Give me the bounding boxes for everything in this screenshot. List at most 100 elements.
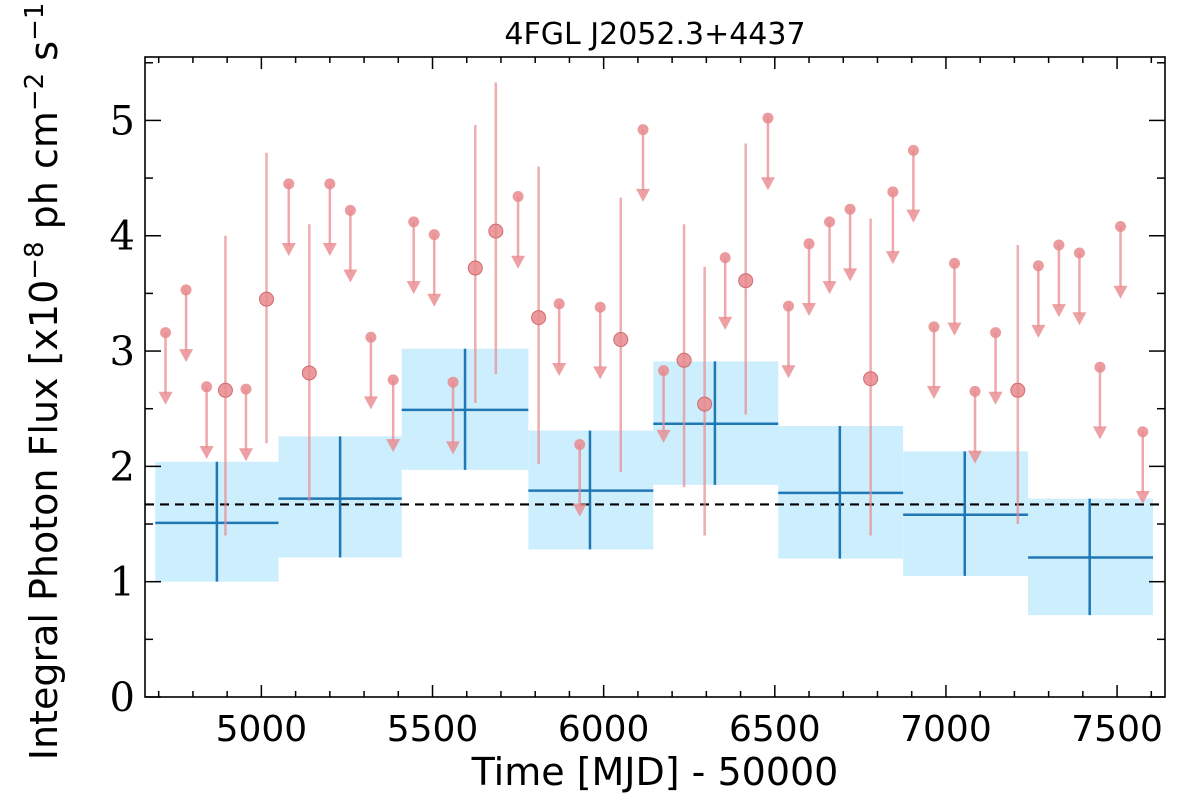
short-bin-points [158, 82, 1150, 536]
upper-limit-arrowhead [427, 293, 442, 307]
upper-limit-point [887, 186, 899, 198]
upper-limit-point [428, 229, 440, 241]
y-label-exp3: −1 [20, 3, 50, 41]
upper-limit-point [1115, 221, 1127, 233]
upper-limit-arrowhead [988, 391, 1003, 405]
upper-limit-arrowhead [656, 429, 671, 443]
upper-limit-arrowhead [1113, 285, 1128, 299]
y-tick-label: 4 [110, 214, 135, 260]
detection-point [467, 260, 483, 276]
upper-limit-point [990, 327, 1002, 339]
detection-point [531, 310, 547, 326]
upper-limit-arrowhead [386, 439, 401, 453]
upper-limit-point [1053, 239, 1065, 251]
upper-limit-point [160, 327, 172, 339]
upper-limit-point [553, 298, 565, 310]
upper-limit-point [928, 321, 940, 333]
upper-limit-arrowhead [843, 268, 858, 282]
y-tick-label: 1 [110, 560, 135, 606]
upper-limit-arrowhead [1092, 426, 1107, 440]
y-tick-label: 0 [110, 675, 135, 721]
y-label-suffix: ] [22, 0, 66, 3]
upper-limit-point [658, 365, 670, 377]
upper-limit-point [1137, 426, 1149, 438]
upper-limit-arrowhead [1072, 312, 1087, 326]
upper-limit-point [344, 204, 356, 216]
upper-limit-arrowhead [593, 366, 608, 380]
axes: 5000 5500 6000 6500 7000 7500 0 1 2 3 4 5 [110, 56, 1166, 750]
upper-limit-point [594, 301, 606, 313]
upper-limit-arrowhead [1051, 304, 1066, 318]
upper-limit-arrowhead [718, 316, 733, 330]
upper-limit-point [201, 381, 213, 393]
x-axis-label: Time [MJD] - 50000 [471, 750, 839, 794]
x-tick-label: 5500 [387, 709, 479, 750]
upper-limit-arrowhead [906, 209, 921, 223]
upper-limit-arrowhead [158, 391, 173, 405]
upper-limit-point [387, 374, 399, 386]
upper-limit-point [324, 178, 336, 190]
upper-limit-arrowhead [572, 503, 587, 517]
upper-limit-point [1094, 361, 1106, 373]
upper-limit-arrowhead [926, 386, 941, 400]
upper-limit-arrowhead [363, 396, 378, 410]
x-tick-label: 5000 [216, 709, 308, 750]
y-tick-label: 5 [110, 98, 135, 144]
upper-limit-point [782, 300, 794, 312]
upper-limit-point [512, 191, 524, 203]
y-label-exp1: −8 [20, 241, 50, 279]
upper-limit-point [762, 112, 774, 124]
upper-limit-arrowhead [760, 177, 775, 191]
upper-limit-arrowhead [322, 243, 337, 257]
upper-limit-arrowhead [636, 188, 651, 202]
upper-limit-point [637, 124, 649, 136]
detection-point [259, 291, 275, 307]
detection-point [1010, 382, 1026, 398]
upper-limit-arrowhead [446, 441, 461, 455]
upper-limit-point [824, 216, 836, 228]
detection-point [301, 365, 317, 381]
upper-limit-point [240, 383, 252, 395]
upper-limit-arrowhead [552, 362, 567, 376]
y-label-exp2: −2 [20, 73, 50, 111]
upper-limit-arrowhead [511, 255, 526, 269]
upper-limit-point [447, 376, 459, 388]
upper-limit-arrowhead [406, 281, 421, 295]
upper-limit-point [1032, 260, 1044, 272]
upper-limit-arrowhead [947, 322, 962, 336]
upper-limit-arrowhead [281, 243, 296, 257]
plot-frame [144, 56, 1166, 698]
detection-point [488, 223, 504, 239]
chart-title: 4FGL J2052.3+4437 [504, 17, 805, 52]
bin-bands [155, 348, 1154, 616]
upper-limit-arrowhead [885, 251, 900, 265]
long-bins [155, 348, 1154, 616]
y-label-prefix: Integral Photon Flux [x10 [22, 280, 66, 761]
y-label-mid2: s [22, 41, 66, 73]
upper-limit-point [574, 438, 586, 450]
upper-limit-arrowhead [199, 445, 214, 459]
upper-limit-point [907, 144, 919, 156]
upper-limit-arrowhead [238, 448, 253, 462]
detection-point [863, 371, 879, 387]
upper-limit-arrowhead [1135, 490, 1150, 504]
detection-point [676, 352, 692, 368]
upper-limit-point [719, 252, 731, 264]
detection-point [697, 396, 713, 412]
upper-limit-arrowhead [179, 349, 194, 363]
upper-limit-arrowhead [968, 450, 983, 464]
y-label-mid: ph cm [22, 111, 66, 241]
upper-limit-point [844, 203, 856, 215]
upper-limit-point [803, 238, 815, 250]
upper-limit-point [365, 331, 377, 343]
x-tick-label: 6500 [729, 709, 821, 750]
upper-limit-point [969, 385, 981, 397]
upper-limit-arrowhead [802, 303, 817, 316]
x-tick-label: 6000 [558, 709, 650, 750]
y-tick-label: 2 [110, 444, 135, 490]
y-tick-label: 3 [110, 329, 135, 375]
detection-point [217, 382, 233, 398]
detection-point [738, 273, 754, 289]
upper-limit-point [1073, 247, 1085, 259]
